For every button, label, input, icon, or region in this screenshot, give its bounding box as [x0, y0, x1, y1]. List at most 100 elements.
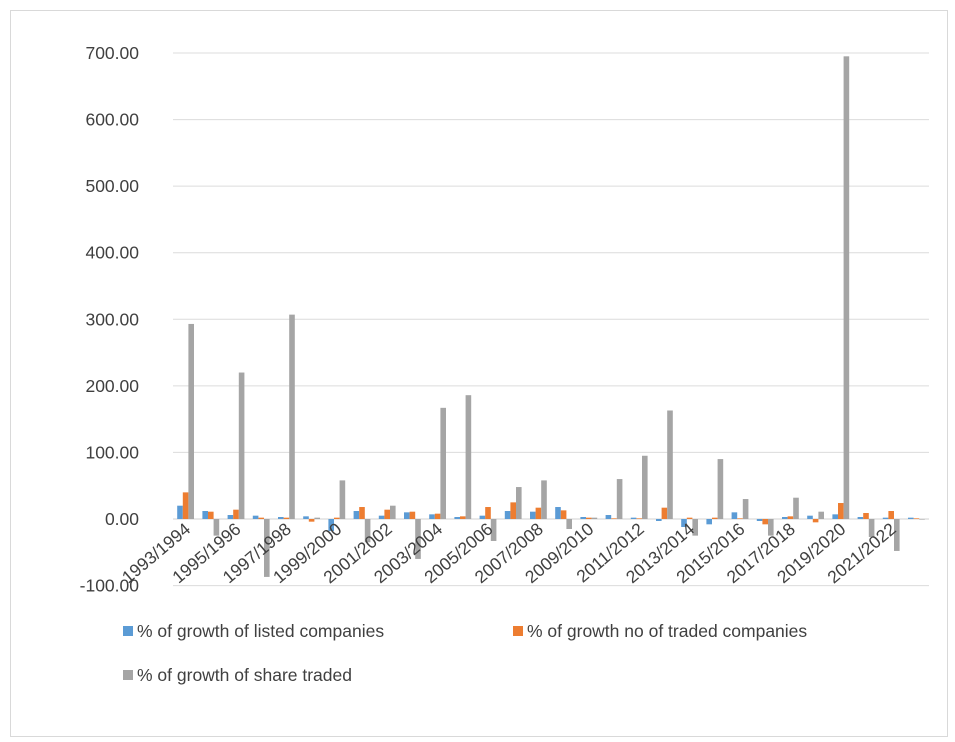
bar-series-2 [611, 518, 617, 519]
bar-series-1 [429, 514, 435, 519]
bar-series-1 [227, 515, 234, 519]
bar-series-3 [289, 314, 295, 519]
bar-series-2 [460, 516, 466, 519]
bar-series-1 [454, 517, 460, 519]
bar-series-3 [768, 519, 774, 536]
legend: % of growth of listed companies % of gro… [123, 621, 807, 685]
bar-series-2 [812, 519, 819, 523]
bar-series-2 [838, 503, 844, 519]
y-tick-label: 0.00 [105, 509, 139, 529]
bar-series-3 [919, 519, 925, 520]
bar-series-2 [182, 492, 189, 519]
bar-series-2 [762, 519, 768, 525]
bar-series-2 [233, 509, 239, 519]
bar-series-3 [742, 499, 749, 519]
bar-series-1 [605, 515, 612, 519]
x-axis-tick-labels: 1993/19941995/19961997/19981999/20002001… [118, 519, 900, 588]
bar-series-1 [857, 517, 864, 519]
bar-series-1 [278, 517, 284, 519]
legend-swatch-listed-companies [123, 626, 133, 636]
bar-series-3 [490, 519, 497, 541]
y-tick-label: 600.00 [85, 110, 139, 130]
bar-series-2 [359, 507, 365, 519]
y-axis-tick-labels: -100.00 0.00 100.00 200.00 300.00 400.00 500.0… [80, 43, 140, 596]
bar-series-2 [586, 517, 592, 519]
bar-series-3 [440, 407, 446, 519]
bar-series-2 [308, 519, 315, 522]
bar-series-3 [667, 410, 673, 519]
bar-series-1 [832, 514, 838, 519]
bar-series-1 [202, 511, 208, 519]
bar-series-3 [314, 517, 320, 519]
bar-series-2 [208, 511, 214, 519]
bar-series-2 [485, 507, 491, 519]
bar-series-2 [737, 518, 743, 519]
bar-series-2 [863, 513, 869, 519]
bar-series-3 [415, 519, 421, 559]
bar-series-3 [894, 519, 900, 551]
legend-label-share-traded: % of growth of share traded [137, 665, 352, 685]
y-tick-label: 500.00 [85, 176, 139, 196]
bar-series-3 [717, 459, 724, 519]
bar-series-1 [681, 519, 687, 527]
bar-series-3 [516, 487, 522, 519]
bar-series-1 [504, 511, 511, 519]
bar-series-1 [303, 516, 309, 519]
bar-series-1 [630, 517, 637, 519]
legend-swatch-share-traded [123, 670, 133, 680]
gridlines [173, 52, 929, 587]
y-tick-label: 300.00 [85, 309, 139, 329]
legend-swatch-traded-companies [513, 626, 523, 636]
bar-series-3 [390, 505, 396, 519]
bar-series-1 [807, 515, 813, 519]
bar-series-2 [434, 513, 441, 519]
bar-series-2 [712, 517, 718, 519]
bar-series-3 [868, 519, 875, 537]
bar-series-1 [908, 517, 914, 519]
bar-series-3 [188, 323, 194, 519]
bar-series-3 [264, 519, 270, 577]
bar-series-1 [328, 519, 334, 531]
bar-series-2 [888, 511, 894, 519]
y-tick-label: 400.00 [85, 243, 139, 263]
bar-series-3 [591, 517, 598, 519]
bar-series-3 [465, 395, 472, 519]
bar-series-2 [686, 517, 693, 519]
bar-series-3 [566, 519, 572, 529]
bar-series-1 [782, 517, 788, 519]
bar-series-1 [656, 519, 662, 521]
bar-series-3 [818, 511, 824, 519]
y-tick-label: 700.00 [85, 43, 139, 63]
bar-series-2 [384, 509, 390, 519]
bar-series-3 [642, 455, 648, 519]
bar-series-2 [334, 517, 340, 519]
bar-series-2 [535, 507, 542, 519]
bar-series-1 [353, 511, 360, 519]
bar-series-1 [706, 519, 712, 525]
bar-series-1 [252, 515, 259, 519]
bar-series-3 [616, 479, 623, 519]
bar-series-2 [636, 518, 642, 519]
bar-series-1 [555, 507, 561, 519]
y-tick-label: 200.00 [85, 376, 139, 396]
bar-series-2 [661, 507, 668, 519]
y-tick-label: -100.00 [80, 576, 140, 596]
legend-label-listed-companies: % of growth of listed companies [137, 621, 384, 641]
bar-series-3 [541, 480, 547, 519]
y-tick-label: 100.00 [85, 442, 139, 462]
bar-series-2 [787, 516, 794, 519]
bar-series-2 [283, 517, 290, 519]
bar-series-3 [213, 519, 220, 536]
legend-label-traded-companies: % of growth no of traded companies [527, 621, 807, 641]
bar-series-3 [692, 519, 698, 536]
chart-frame: -100.00 0.00 100.00 200.00 300.00 400.00 500.0… [10, 10, 948, 737]
bar-series-1 [756, 519, 763, 521]
bar-series-2 [409, 511, 416, 519]
bar-series-2 [913, 518, 920, 519]
bar-series-3 [339, 480, 346, 519]
bar-series-1 [580, 517, 586, 519]
bar-series-2 [560, 510, 567, 519]
bar-series-1 [530, 511, 536, 519]
bar-series-1 [882, 517, 889, 519]
bar-series-3 [793, 497, 799, 519]
